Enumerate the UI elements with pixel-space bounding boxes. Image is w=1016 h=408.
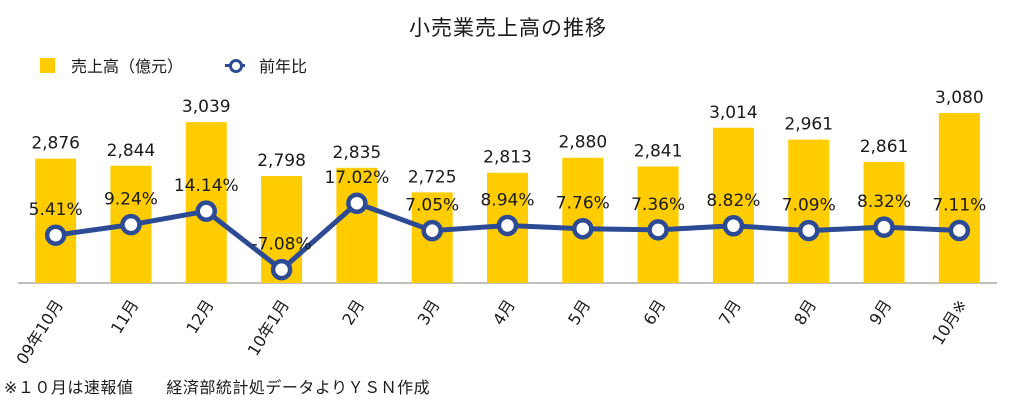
yoy-point-9 bbox=[722, 215, 745, 237]
x-tick-label-12: 10月※ bbox=[928, 296, 970, 348]
legend-label-sales: 売上高（億元） bbox=[71, 57, 184, 76]
yoy-point-8 bbox=[647, 219, 669, 241]
bar-label-5: 2,725 bbox=[408, 167, 457, 187]
yoy-label-5: 7.05% bbox=[405, 196, 459, 216]
yoy-label-12: 7.11% bbox=[932, 196, 986, 216]
bar-label-3: 2,798 bbox=[257, 151, 306, 171]
bar-label-10: 2,961 bbox=[784, 115, 833, 135]
yoy-point-12 bbox=[948, 219, 971, 242]
bar-label-11: 2,861 bbox=[860, 137, 909, 157]
yoy-label-0: 5.41% bbox=[29, 200, 83, 220]
yoy-label-1: 9.24% bbox=[104, 190, 158, 210]
x-tick-label-8: 6月 bbox=[640, 296, 670, 328]
yoy-point-11 bbox=[873, 216, 895, 238]
yoy-point-10 bbox=[797, 219, 820, 242]
x-tick-label-1: 11月 bbox=[107, 296, 142, 337]
x-tick-label-0: 09年10月 bbox=[12, 296, 67, 368]
x-tick-label-6: 4月 bbox=[489, 296, 519, 328]
bar-label-6: 2,813 bbox=[483, 148, 532, 168]
bar-label-2: 3,039 bbox=[182, 97, 231, 117]
x-tick-label-10: 8月 bbox=[790, 296, 820, 328]
bar-9 bbox=[712, 127, 754, 284]
bar-label-4: 2,835 bbox=[333, 143, 382, 163]
bar-label-8: 2,841 bbox=[634, 141, 683, 161]
yoy-label-9: 8.82% bbox=[706, 191, 760, 211]
x-tick-label-2: 12月 bbox=[182, 296, 217, 337]
bar-label-1: 2,844 bbox=[107, 141, 156, 161]
x-tick-label-4: 2月 bbox=[338, 296, 368, 328]
yoy-label-2: 14.14% bbox=[174, 176, 239, 196]
yoy-label-6: 8.94% bbox=[480, 190, 534, 210]
bar-12 bbox=[938, 113, 980, 283]
legend-label-yoy: 前年比 bbox=[259, 57, 308, 76]
legend-bar-swatch bbox=[40, 57, 55, 73]
bar-10 bbox=[788, 139, 830, 283]
yoy-label-11: 8.32% bbox=[857, 192, 911, 212]
bar-label-7: 2,880 bbox=[558, 133, 607, 153]
legend-item-sales: 売上高（億元） bbox=[40, 53, 183, 77]
bar-label-12: 3,080 bbox=[935, 88, 984, 108]
bar-label-0: 2,876 bbox=[31, 134, 80, 154]
yoy-label-7: 7.76% bbox=[556, 194, 610, 214]
x-tick-label-5: 3月 bbox=[414, 296, 444, 328]
yoy-point-4 bbox=[346, 192, 368, 214]
x-tick-label-9: 7月 bbox=[715, 296, 745, 328]
yoy-point-1 bbox=[120, 213, 142, 236]
bar-0 bbox=[35, 158, 77, 283]
legend: 売上高（億元） 前年比 bbox=[40, 53, 349, 77]
yoy-label-10: 7.09% bbox=[782, 196, 836, 216]
legend-item-yoy: 前年比 bbox=[225, 53, 307, 77]
yoy-point-0 bbox=[44, 224, 67, 246]
yoy-label-3: -7.08% bbox=[252, 235, 312, 255]
legend-line-marker bbox=[225, 58, 246, 73]
yoy-point-3 bbox=[270, 258, 293, 281]
footnote: ※１０月は速報値 経済部統計処データよりＹＳＮ作成 bbox=[4, 378, 431, 397]
yoy-point-7 bbox=[572, 217, 594, 240]
yoy-point-6 bbox=[496, 214, 519, 237]
bar-4 bbox=[336, 167, 378, 283]
yoy-point-2 bbox=[195, 200, 218, 222]
x-tick-label-11: 9月 bbox=[865, 296, 895, 328]
x-tick-label-3: 10年1月 bbox=[244, 296, 293, 359]
yoy-label-8: 7.36% bbox=[631, 195, 685, 215]
bar-label-9: 3,014 bbox=[709, 103, 758, 123]
x-tick-label-7: 5月 bbox=[564, 296, 594, 328]
chart-title: 小売業売上高の推移 bbox=[409, 16, 607, 40]
yoy-label-4: 17.02% bbox=[324, 168, 389, 188]
yoy-point-5 bbox=[421, 219, 443, 242]
